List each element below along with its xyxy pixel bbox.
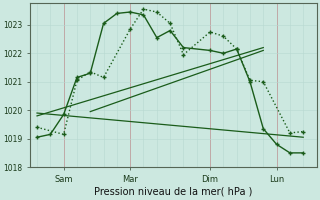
X-axis label: Pression niveau de la mer( hPa ): Pression niveau de la mer( hPa ) bbox=[94, 187, 252, 197]
